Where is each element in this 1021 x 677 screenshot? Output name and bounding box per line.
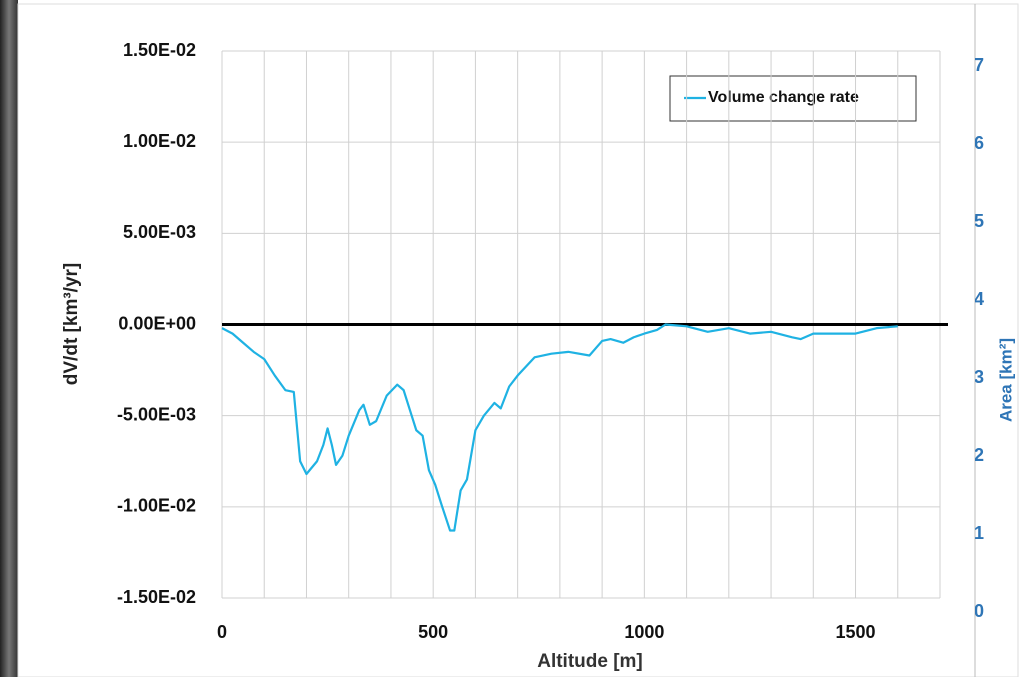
y-tick-label: 1.50E-02 (123, 40, 196, 60)
y2-tick-label: 4 (974, 289, 984, 309)
background-strip (0, 0, 18, 677)
y-tick-label: -1.50E-02 (117, 587, 196, 607)
y2-tick-label: 5 (974, 211, 984, 231)
y2-tick-label: 3 (974, 367, 984, 387)
x-tick-label: 500 (418, 622, 448, 642)
y2-tick-label: 2 (974, 445, 984, 465)
y2-tick-label: 0 (974, 601, 984, 621)
y-tick-label: 0.00E+00 (118, 313, 196, 333)
y-tick-label: -1.00E-02 (117, 496, 196, 516)
y2-axis-title: Area [km²] (996, 338, 1015, 422)
y-axis-title: dV/dt [km³/yr] (61, 263, 82, 385)
legend-label: Volume change rate (708, 89, 859, 106)
x-tick-label: 1000 (624, 622, 664, 642)
x-tick-label: 1500 (836, 622, 876, 642)
x-axis-title: Altitude [m] (537, 651, 643, 672)
y-tick-label: 1.00E-02 (123, 131, 196, 151)
y2-tick-label: 1 (974, 523, 984, 543)
y2-axis: 0 1 2 3 4 5 6 7 (974, 55, 984, 621)
y2-tick-label: 6 (974, 133, 984, 153)
y-tick-label: 5.00E-03 (123, 222, 196, 242)
legend-box (669, 75, 917, 122)
x-tick-label: 0 (217, 622, 227, 642)
y-tick-label: -5.00E-03 (117, 404, 196, 424)
legend: Volume change rate (669, 75, 917, 122)
data-line (221, 323, 898, 532)
y2-tick-label: 7 (974, 55, 984, 75)
